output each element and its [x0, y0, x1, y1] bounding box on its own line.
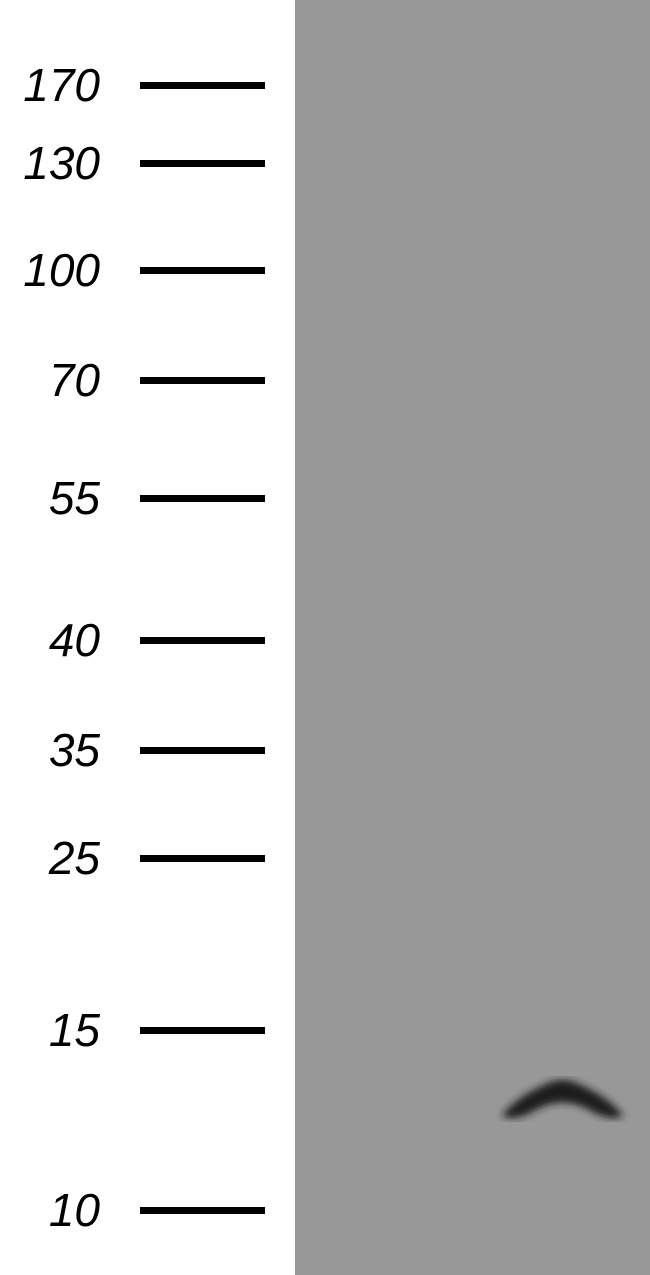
marker-tick — [140, 495, 265, 502]
marker-tick — [140, 377, 265, 384]
marker-tick — [140, 267, 265, 274]
marker-tick — [140, 1207, 265, 1214]
marker-row-10: 10 — [0, 1187, 265, 1233]
marker-label: 55 — [0, 471, 120, 525]
marker-row-40: 40 — [0, 617, 265, 663]
marker-label: 170 — [0, 58, 120, 112]
western-blot-figure: 170 130 100 70 55 40 35 25 15 10 — [0, 0, 650, 1275]
marker-row-55: 55 — [0, 475, 265, 521]
marker-row-15: 15 — [0, 1007, 265, 1053]
marker-label: 40 — [0, 613, 120, 667]
marker-row-170: 170 — [0, 62, 265, 108]
marker-label: 100 — [0, 243, 120, 297]
marker-label: 35 — [0, 723, 120, 777]
marker-tick — [140, 747, 265, 754]
marker-row-35: 35 — [0, 727, 265, 773]
marker-label: 70 — [0, 353, 120, 407]
marker-row-25: 25 — [0, 835, 265, 881]
marker-row-130: 130 — [0, 140, 265, 186]
marker-label: 25 — [0, 831, 120, 885]
marker-tick — [140, 82, 265, 89]
marker-row-100: 100 — [0, 247, 265, 293]
marker-tick — [140, 160, 265, 167]
marker-tick — [140, 637, 265, 644]
marker-label: 10 — [0, 1183, 120, 1237]
marker-label: 130 — [0, 136, 120, 190]
marker-row-70: 70 — [0, 357, 265, 403]
marker-label: 15 — [0, 1003, 120, 1057]
blot-band-0 — [495, 1065, 630, 1125]
marker-tick — [140, 1027, 265, 1034]
marker-tick — [140, 855, 265, 862]
